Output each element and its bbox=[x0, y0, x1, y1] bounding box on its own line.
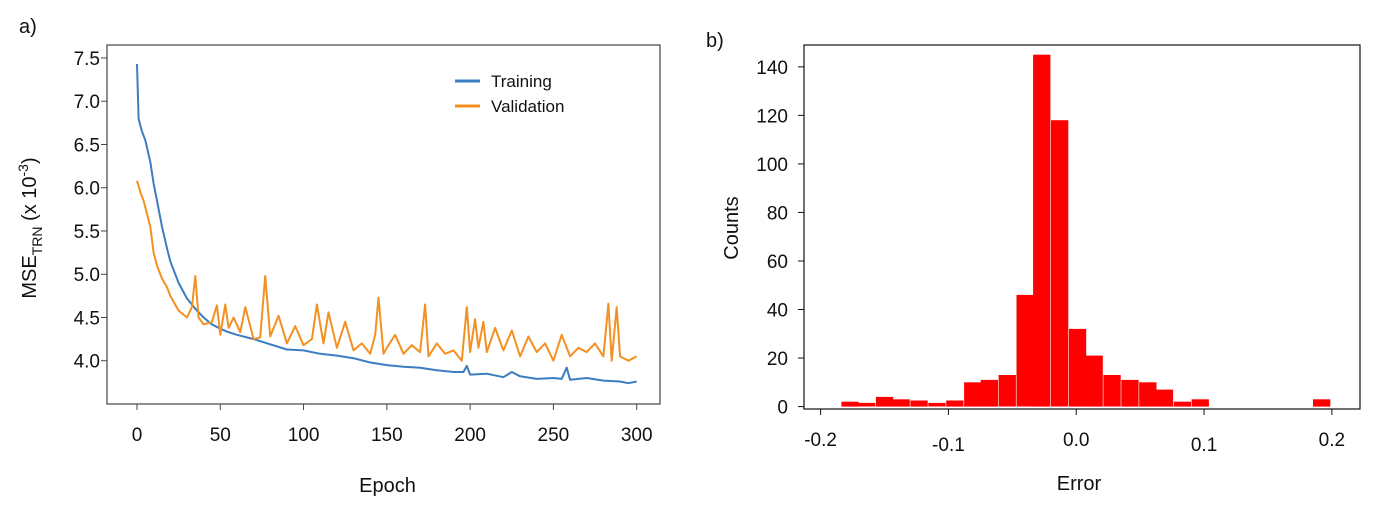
y-tick-label: 5.5 bbox=[74, 222, 100, 243]
y-axis-label: MSETRN (x 10-3) bbox=[15, 157, 45, 298]
legend-label-validation: Validation bbox=[491, 97, 564, 116]
x-tick-label: 0.2 bbox=[1319, 430, 1345, 451]
histogram-bar bbox=[1121, 379, 1139, 407]
histogram-bar bbox=[892, 399, 910, 407]
x-tick-label: 300 bbox=[621, 425, 653, 446]
plot-frame-a bbox=[106, 44, 661, 405]
y-axis-label-main: MSE bbox=[19, 255, 41, 298]
histogram-bar bbox=[1103, 375, 1121, 407]
histogram-bar bbox=[858, 402, 876, 407]
histogram-bar bbox=[1068, 328, 1087, 407]
histogram-bar bbox=[1191, 399, 1209, 407]
y-tick-label: 60 bbox=[767, 252, 788, 273]
x-tick-label: 250 bbox=[538, 425, 570, 446]
series-line-training bbox=[136, 63, 637, 385]
y-tick-label: 4.5 bbox=[74, 308, 100, 329]
x-axis-label: Epoch bbox=[359, 475, 416, 497]
histogram-bar bbox=[1173, 401, 1191, 407]
histogram-bar bbox=[980, 379, 998, 407]
histogram-bar bbox=[1313, 399, 1331, 407]
y-tick-label: 6.0 bbox=[74, 179, 100, 200]
histogram-bar bbox=[910, 400, 928, 407]
x-tick-label: -0.1 bbox=[932, 435, 965, 456]
y-tick-label: 7.0 bbox=[74, 92, 100, 113]
x-tick-label: 0.1 bbox=[1191, 435, 1217, 456]
y-tick-label: 120 bbox=[756, 106, 788, 127]
x-tick-label: 150 bbox=[371, 425, 403, 446]
x-tick-label: 100 bbox=[288, 425, 320, 446]
panel-label-a: a) bbox=[19, 16, 37, 38]
training-validation-line-chart: 0 50 100 150 200 250 300 4.0 4.5 5.0 5.5 6.0 6.5 7.0 7… bbox=[15, 44, 661, 497]
legend-label-training: Training bbox=[491, 72, 552, 91]
x-tick-label: 50 bbox=[210, 425, 231, 446]
y-tick-label: 40 bbox=[767, 301, 788, 322]
y-axis-label-exponent: -3 bbox=[15, 164, 31, 177]
y-tick-label: 20 bbox=[767, 349, 788, 370]
x-tick-label: 0.0 bbox=[1063, 430, 1089, 451]
y-tick-label: 100 bbox=[756, 155, 788, 176]
y-tick-label: 4.0 bbox=[74, 352, 100, 373]
histogram-bar bbox=[875, 396, 894, 407]
y-axis-label-unit: (x 10 bbox=[19, 176, 41, 226]
y-tick-label: 6.5 bbox=[74, 135, 100, 156]
histogram-bar bbox=[1051, 120, 1069, 407]
panel-label-b: b) bbox=[706, 30, 724, 52]
y-axis-label-close: ) bbox=[19, 157, 41, 164]
x-tick-label: 200 bbox=[454, 425, 486, 446]
y-tick-label: 140 bbox=[756, 58, 788, 79]
series-line-validation bbox=[136, 180, 638, 362]
histogram-bar bbox=[1085, 355, 1103, 407]
histogram-bar bbox=[946, 400, 964, 407]
y-tick-label: 7.5 bbox=[74, 49, 100, 70]
y-axis-label: Counts bbox=[721, 196, 743, 259]
histogram-bar bbox=[1139, 382, 1157, 407]
histogram-bar bbox=[928, 402, 946, 407]
y-tick-label: 0 bbox=[777, 398, 788, 419]
histogram-bar bbox=[964, 382, 982, 407]
x-tick-label: -0.2 bbox=[804, 430, 837, 451]
x-tick-label: 0 bbox=[132, 425, 143, 446]
y-tick-label: 80 bbox=[767, 203, 788, 224]
histogram-bar bbox=[998, 375, 1016, 407]
histogram-bar bbox=[1155, 389, 1174, 407]
histogram-bar bbox=[1016, 294, 1034, 407]
error-histogram-chart: -0.2 -0.1 0.0 0.1 0.2 0 20 40 60 80 100 120 140 Error… bbox=[721, 44, 1361, 495]
y-axis-label-subscript: TRN bbox=[29, 227, 45, 256]
y-tick-label: 5.0 bbox=[74, 265, 100, 286]
histogram-bar bbox=[1033, 54, 1051, 407]
x-axis-label: Error bbox=[1057, 473, 1102, 495]
plot-frame-b bbox=[803, 44, 1361, 410]
histogram-bar bbox=[841, 401, 859, 407]
